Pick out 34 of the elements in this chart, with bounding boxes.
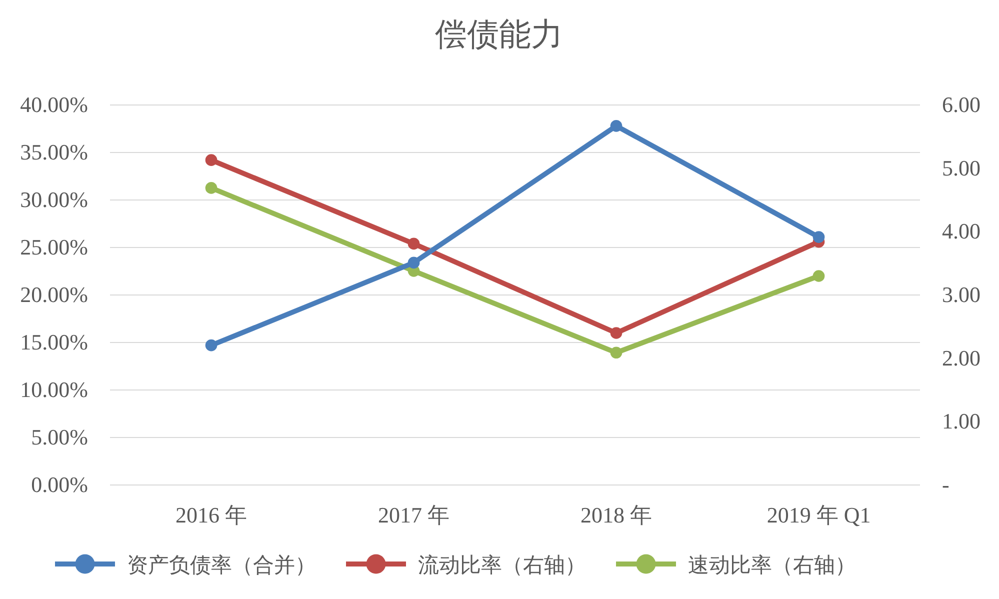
point xyxy=(610,327,622,339)
y2-tick-label: 1.00 xyxy=(942,408,980,434)
x-tick-label: 2018 年 xyxy=(580,502,652,528)
y-tick-label: 35.00% xyxy=(20,140,88,165)
point xyxy=(812,231,825,243)
legend-label: 流动比率（右轴） xyxy=(418,553,586,577)
y-tick-label: 30.00% xyxy=(20,187,88,212)
y-tick-label: 25.00% xyxy=(20,234,88,260)
point xyxy=(205,154,218,166)
point xyxy=(610,120,622,132)
legend-label: 资产负债率（合并） xyxy=(127,553,316,577)
point xyxy=(812,270,825,282)
y-tick-label: 15.00% xyxy=(20,330,88,355)
x-tick-label: 2016 年 xyxy=(176,502,247,528)
y2-tick-label: 4.00 xyxy=(942,218,980,244)
y2-tick-label: 5.00 xyxy=(942,155,980,180)
point xyxy=(205,182,218,194)
y-tick-label: 0.00% xyxy=(31,472,88,498)
y2-tick-label: - xyxy=(942,472,950,498)
x-tick-label: 2019 年 Q1 xyxy=(766,502,871,528)
y-tick-label: 10.00% xyxy=(20,377,88,402)
y-tick-label: 5.00% xyxy=(31,424,88,450)
legend-label: 速动比率（右轴） xyxy=(688,553,856,577)
point xyxy=(610,346,622,359)
point xyxy=(408,256,420,269)
y2-tick-label: 6.00 xyxy=(942,92,980,118)
y2-tick-label: 2.00 xyxy=(942,345,980,370)
y2-tick-label: 3.00 xyxy=(942,282,980,308)
chart-title: 偿债能力 xyxy=(435,16,563,52)
point xyxy=(408,238,420,250)
y-tick-label: 20.00% xyxy=(20,282,88,308)
x-tick-label: 2017 年 xyxy=(378,502,450,528)
y-tick-label: 40.00% xyxy=(20,92,88,118)
point xyxy=(205,339,218,352)
